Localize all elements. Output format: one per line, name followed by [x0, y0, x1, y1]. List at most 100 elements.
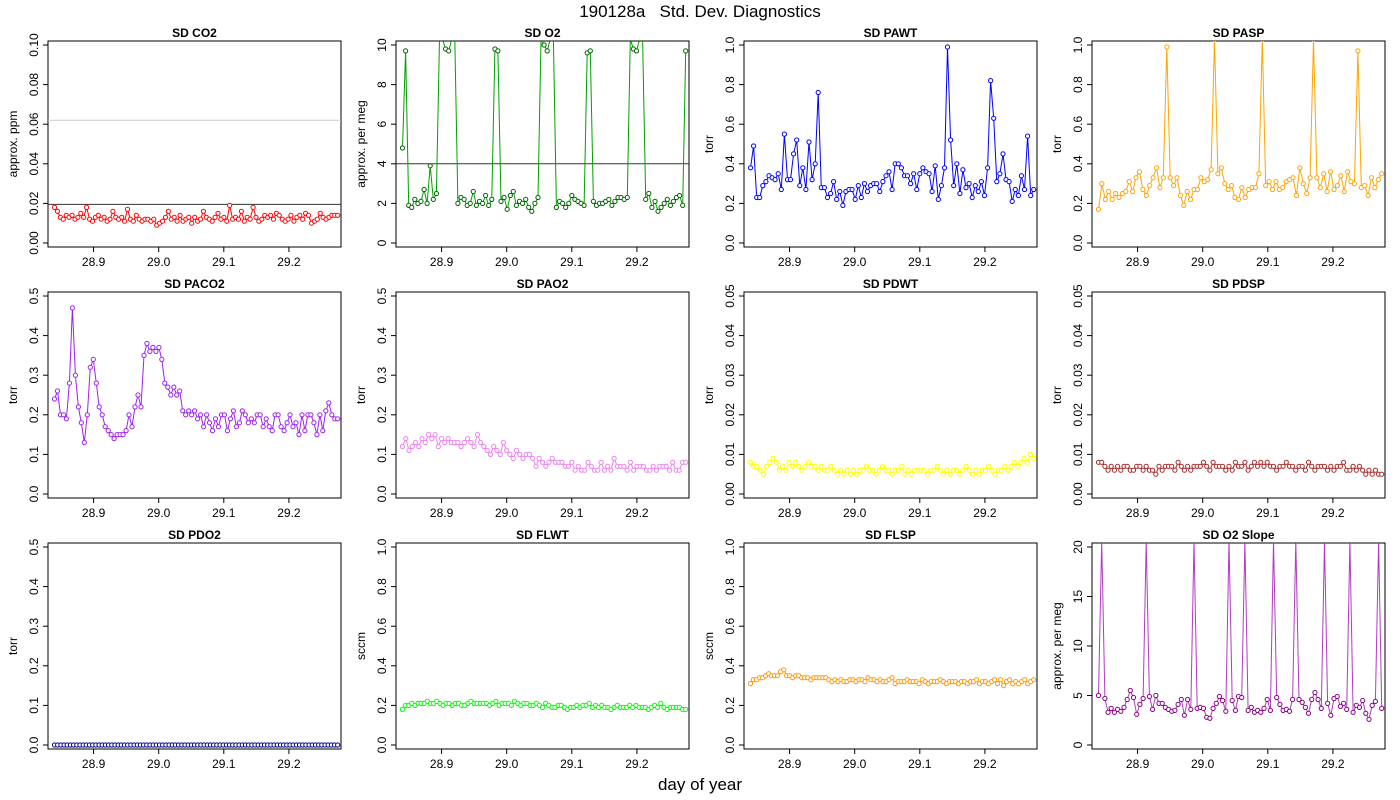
data-point: [437, 41, 442, 42]
data-point: [174, 218, 180, 224]
y-tick-label: 0.1: [27, 697, 41, 714]
data-point: [683, 706, 689, 713]
data-point: [66, 380, 73, 386]
x-tick-label: 28.9: [430, 255, 454, 269]
data-point: [403, 48, 409, 54]
data-point: [162, 380, 168, 386]
data-point: [1171, 183, 1177, 189]
data-point: [1344, 706, 1350, 713]
data-point: [250, 204, 256, 210]
data-point: [323, 408, 329, 414]
data-point: [924, 471, 931, 477]
data-point: [1368, 175, 1375, 181]
x-tick-label: 29.2: [1321, 506, 1345, 520]
data-point: [1156, 463, 1162, 469]
data-point: [747, 681, 754, 687]
data-point: [1225, 186, 1231, 193]
data-point: [664, 196, 670, 202]
data-point: [1300, 181, 1306, 187]
data-point: [1239, 463, 1245, 469]
data-point: [789, 463, 796, 469]
x-tick-label: 29.1: [560, 757, 584, 771]
data-point: [975, 188, 981, 195]
data-point: [1185, 463, 1191, 469]
data-point: [799, 467, 805, 473]
y-tick-label: 0.8: [375, 578, 389, 595]
data-point: [1210, 459, 1216, 465]
data-point: [828, 190, 834, 197]
data-point: [162, 214, 169, 220]
data-point: [1341, 188, 1347, 195]
data-point: [108, 432, 114, 438]
data-point: [1184, 188, 1190, 195]
y-tick-label: 0.10: [27, 33, 41, 57]
data-point: [1178, 696, 1184, 703]
data-point: [156, 344, 162, 351]
data-point: [815, 467, 821, 473]
data-point: [951, 183, 957, 189]
plot-area: [399, 432, 689, 473]
data-point: [1213, 700, 1219, 707]
data-point: [1159, 700, 1165, 707]
data-point: [1296, 696, 1302, 703]
data-point: [467, 200, 473, 206]
y-tick-label: 0.03: [723, 363, 737, 387]
chart-title: SD PAWT: [864, 26, 918, 40]
data-point: [293, 420, 299, 426]
y-tick-label: 10: [1071, 639, 1085, 653]
data-point: [314, 432, 320, 438]
data-point: [1198, 175, 1204, 181]
data-point: [929, 188, 935, 195]
data-point: [1245, 707, 1251, 714]
data-point: [300, 216, 306, 222]
data-point: [1185, 696, 1191, 703]
data-point: [1331, 467, 1337, 473]
data-point: [569, 192, 575, 199]
data-point: [1256, 171, 1262, 177]
data-point: [1188, 467, 1194, 473]
data-point: [663, 463, 669, 469]
y-tick-label: 0.4: [723, 155, 737, 172]
plot-area: [747, 44, 1037, 208]
data-point: [1136, 169, 1143, 175]
data-point: [935, 196, 941, 202]
data-point: [640, 41, 645, 42]
data-point: [1115, 463, 1121, 469]
data-point: [812, 463, 818, 469]
data-point: [406, 447, 412, 453]
data-point: [1290, 175, 1296, 181]
data-point: [1243, 543, 1247, 544]
x-tick-label: 29.1: [212, 255, 236, 269]
data-point: [1174, 175, 1180, 181]
data-point: [934, 463, 940, 469]
data-point: [526, 204, 532, 210]
x-tick-label: 29.0: [843, 757, 867, 771]
data-point: [999, 467, 1005, 473]
y-tick-label: 0.00: [723, 482, 737, 506]
y-tick-label: 0.1: [27, 446, 41, 463]
data-point: [1356, 704, 1363, 711]
data-point: [986, 463, 992, 469]
data-point: [1229, 467, 1235, 473]
data-point: [670, 459, 676, 465]
data-point: [754, 463, 760, 469]
y-tick-label: 0.4: [375, 327, 389, 344]
data-point: [1345, 169, 1351, 175]
data-point: [51, 396, 58, 402]
data-point: [852, 196, 858, 202]
data-point: [513, 202, 520, 208]
plot-frame: [47, 291, 342, 499]
y-tick-label: 0.5: [27, 538, 41, 555]
data-point: [1263, 183, 1269, 189]
data-point: [335, 742, 341, 748]
data-point: [969, 194, 975, 201]
data-point: [628, 41, 633, 42]
data-point: [873, 471, 879, 477]
data-point: [1008, 463, 1014, 469]
data-point: [760, 183, 766, 189]
data-point: [870, 467, 876, 473]
y-tick-label: 1.0: [723, 538, 737, 555]
chart-panel: SD CO2 approx. ppm 0.00 0.02 0.04 0.06 0.08 0.1…: [6, 26, 342, 269]
data-point: [409, 204, 415, 210]
data-point: [941, 471, 947, 477]
